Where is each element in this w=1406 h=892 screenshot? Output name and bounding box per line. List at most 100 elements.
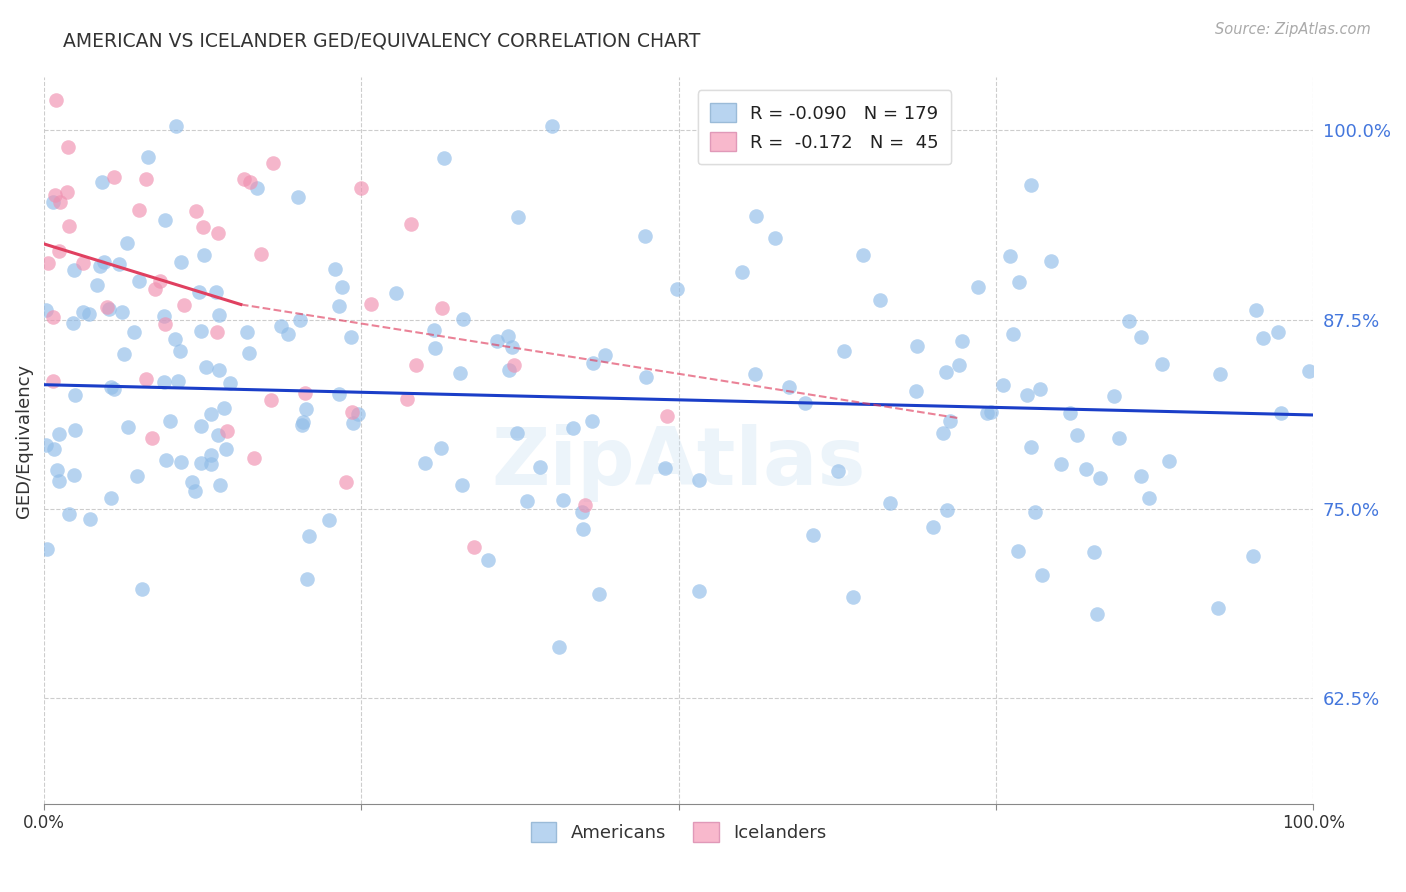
Point	[745, 209, 768, 223]
Point	[385, 286, 408, 301]
Point	[111, 305, 134, 319]
Point	[200, 457, 222, 471]
Point	[328, 299, 350, 313]
Point	[948, 358, 970, 372]
Point	[72, 305, 94, 319]
Point	[37, 256, 59, 270]
Point	[935, 365, 957, 379]
Point	[93, 255, 115, 269]
Point	[79, 512, 101, 526]
Point	[195, 359, 218, 374]
Point	[170, 455, 193, 469]
Point	[193, 248, 215, 262]
Point	[869, 293, 891, 307]
Point	[153, 318, 176, 332]
Point	[938, 414, 960, 428]
Point	[205, 285, 228, 300]
Point	[1118, 313, 1140, 327]
Point	[1102, 389, 1125, 403]
Point	[290, 313, 312, 327]
Point	[486, 334, 509, 348]
Point	[801, 528, 824, 542]
Point	[63, 388, 86, 402]
Point	[1267, 325, 1289, 339]
Point	[449, 366, 471, 380]
Point	[62, 468, 84, 483]
Point	[1029, 382, 1052, 396]
Point	[277, 327, 299, 342]
Point	[205, 325, 228, 339]
Point	[433, 152, 456, 166]
Point	[1129, 469, 1152, 483]
Point	[91, 175, 114, 189]
Point	[170, 255, 193, 269]
Point	[342, 416, 364, 430]
Point	[330, 280, 353, 294]
Point	[1253, 331, 1275, 345]
Point	[1000, 249, 1022, 263]
Point	[571, 505, 593, 519]
Point	[291, 417, 314, 432]
Point	[778, 380, 800, 394]
Point	[688, 473, 710, 487]
Point	[149, 274, 172, 288]
Point	[413, 456, 436, 470]
Point	[190, 324, 212, 338]
Point	[107, 257, 129, 271]
Point	[582, 356, 605, 370]
Point	[395, 392, 418, 407]
Point	[42, 195, 65, 210]
Point	[190, 418, 212, 433]
Point	[165, 119, 187, 133]
Point	[45, 93, 67, 107]
Point	[62, 316, 84, 330]
Point	[208, 363, 231, 377]
Point	[350, 180, 373, 194]
Point	[58, 219, 80, 233]
Text: ZipAtlas: ZipAtlas	[492, 424, 866, 501]
Point	[1002, 326, 1025, 341]
Point	[340, 330, 363, 344]
Point	[233, 171, 256, 186]
Point	[295, 572, 318, 586]
Point	[103, 382, 125, 396]
Point	[1039, 254, 1062, 268]
Point	[128, 274, 150, 288]
Point	[141, 431, 163, 445]
Point	[793, 396, 815, 410]
Point	[37, 541, 59, 556]
Point	[217, 425, 239, 439]
Point	[188, 285, 211, 299]
Point	[56, 140, 79, 154]
Point	[323, 262, 346, 277]
Point	[935, 502, 957, 516]
Point	[730, 265, 752, 279]
Point	[541, 119, 564, 133]
Point	[581, 414, 603, 428]
Point	[1157, 454, 1180, 468]
Point	[131, 582, 153, 597]
Point	[905, 339, 928, 353]
Point	[501, 341, 523, 355]
Text: Source: ZipAtlas.com: Source: ZipAtlas.com	[1215, 22, 1371, 37]
Point	[212, 401, 235, 416]
Point	[215, 442, 238, 457]
Point	[551, 493, 574, 508]
Point	[89, 259, 111, 273]
Point	[423, 323, 446, 337]
Point	[1108, 431, 1130, 445]
Point	[239, 175, 262, 189]
Point	[423, 341, 446, 355]
Point	[506, 425, 529, 440]
Point	[103, 170, 125, 185]
Point	[1085, 607, 1108, 621]
Point	[155, 453, 177, 467]
Point	[125, 468, 148, 483]
Point	[1074, 462, 1097, 476]
Point	[496, 329, 519, 343]
Point	[980, 405, 1002, 419]
Point	[827, 465, 849, 479]
Point	[1130, 330, 1153, 344]
Point	[48, 427, 70, 442]
Point	[905, 384, 928, 398]
